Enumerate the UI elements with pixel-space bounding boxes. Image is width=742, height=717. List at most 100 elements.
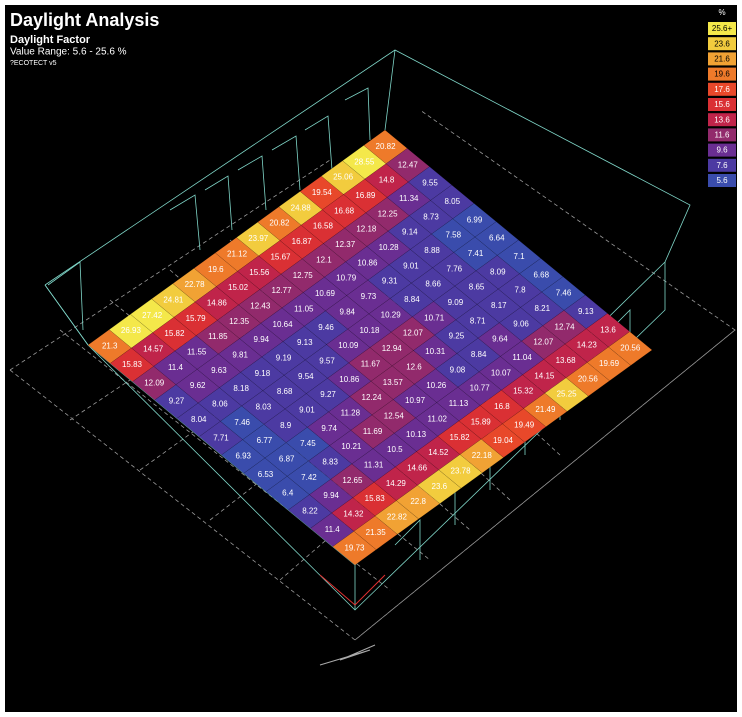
cell-value: 19.54 [312,188,333,197]
legend-label: 7.6 [716,161,728,170]
cell-value: 11.04 [512,353,532,362]
cell-value: 28.55 [354,157,375,166]
value-range: Value Range: 5.6 - 25.6 % [10,47,127,58]
cell-value: 10.86 [357,258,378,267]
cell-value: 25.06 [333,173,354,182]
cell-value: 8.71 [470,316,486,325]
legend-label: 21.6 [714,55,730,64]
cell-value: 20.82 [269,219,290,228]
cell-value: 6.99 [467,215,483,224]
cell-value: 11.4 [325,525,341,534]
cell-value: 9.08 [450,365,466,374]
cell-value: 12.18 [356,225,377,234]
cell-value: 9.46 [318,323,334,332]
cell-value: 15.32 [513,387,534,396]
cell-value: 20.56 [578,374,599,383]
legend-label: 15.6 [714,100,730,109]
cell-value: 10.86 [339,375,360,384]
cell-value: 7.41 [468,249,484,258]
cell-value: 9.62 [190,381,206,390]
cell-value: 10.5 [387,445,403,454]
cell-value: 11.13 [449,399,469,408]
cell-value: 11.69 [363,427,383,436]
cell-value: 16.68 [334,206,355,215]
cell-value: 9.18 [255,369,271,378]
cell-value: 19.49 [514,420,535,429]
cell-value: 19.73 [344,543,365,552]
cell-value: 10.09 [338,341,359,350]
cell-value: 11.28 [341,409,361,418]
cell-value: 9.84 [339,307,355,316]
cell-value: 12.37 [335,240,356,249]
cell-value: 10.21 [341,442,362,451]
cell-value: 6.4 [282,488,294,497]
cell-value: 15.67 [270,252,291,261]
cell-value: 23.78 [451,466,472,475]
cell-value: 23.97 [248,234,269,243]
cell-value: 19.04 [493,436,514,445]
cell-value: 8.06 [212,400,228,409]
cell-value: 15.83 [122,360,143,369]
cell-value: 7.71 [213,433,229,442]
cell-value: 22.78 [185,280,206,289]
cell-value: 11.67 [361,359,381,368]
cell-value: 21.12 [227,249,248,258]
cell-value: 8.22 [302,507,318,516]
cell-value: 15.79 [186,314,207,323]
legend-label: 5.6 [716,176,728,185]
cell-value: 24.88 [291,203,312,212]
cell-value: 15.83 [365,494,386,503]
cell-value: 9.94 [254,335,270,344]
cell-value: 10.18 [359,326,380,335]
cell-value: 9.74 [321,424,337,433]
cell-value: 8.05 [444,197,460,206]
cell-value: 6.77 [257,436,273,445]
cell-value: 21.3 [102,342,118,351]
cell-value: 7.58 [446,231,462,240]
cell-value: 9.31 [382,277,398,286]
cell-value: 26.93 [121,326,142,335]
cell-value: 8.04 [191,415,207,424]
cell-value: 9.19 [276,354,292,363]
legend-label: 17.6 [714,85,730,94]
cell-value: 9.94 [323,491,339,500]
cell-value: 9.55 [422,179,438,188]
cell-value: 9.27 [169,397,185,406]
cell-value: 16.8 [494,402,510,411]
viewport: 21.326.9327.4224.8122.7819.621.1223.9720… [0,0,742,717]
cell-value: 8.21 [535,304,551,313]
cell-value: 10.64 [273,320,294,329]
cell-value: 12.09 [144,378,165,387]
cell-value: 13.68 [556,356,577,365]
cell-value: 12.75 [293,271,314,280]
cell-value: 11.55 [187,348,207,357]
cell-value: 9.09 [448,298,464,307]
cell-value: 9.25 [449,332,465,341]
cell-value: 12.65 [342,476,363,485]
cell-value: 14.32 [343,510,364,519]
cell-value: 6.87 [279,455,295,464]
cell-value: 11.02 [428,414,448,423]
cell-value: 10.26 [426,381,447,390]
cell-value: 10.13 [406,430,427,439]
cell-value: 10.71 [424,313,445,322]
cell-value: 27.42 [142,311,163,320]
cell-value: 12.07 [533,338,554,347]
cell-value: 12.24 [362,393,383,402]
cell-value: 13.57 [383,378,404,387]
cell-value: 10.29 [381,310,402,319]
cell-value: 8.83 [322,458,338,467]
cell-value: 14.57 [143,345,164,354]
legend-label: 9.6 [716,146,728,155]
cell-value: 9.63 [211,366,227,375]
cell-value: 19.69 [599,359,620,368]
cell-value: 9.01 [299,406,315,415]
cell-value: 10.31 [425,347,446,356]
cell-value: 11.05 [294,304,314,313]
cell-value: 9.64 [492,335,508,344]
legend-label: 19.6 [714,70,730,79]
cell-value: 8.03 [256,403,272,412]
cell-value: 7.46 [556,289,572,298]
cell-value: 14.8 [379,176,395,185]
cell-value: 10.07 [491,368,512,377]
